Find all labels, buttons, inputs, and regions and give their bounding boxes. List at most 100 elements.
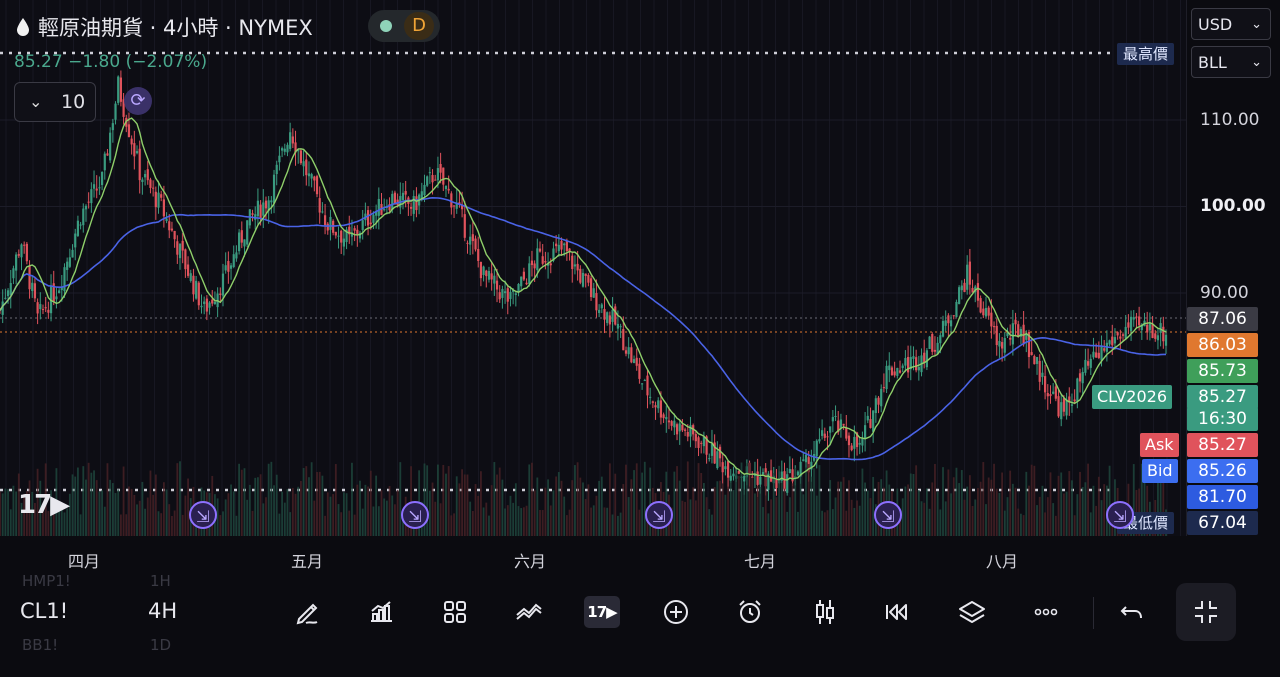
candle-body — [522, 271, 525, 280]
candle-body — [270, 200, 273, 203]
timeframe-picker[interactable]: 4H — [148, 599, 178, 623]
candle-body — [710, 443, 714, 456]
ghost-symbol: BB1! — [22, 636, 59, 654]
volume-bar — [259, 474, 262, 536]
event-marker-icon[interactable]: ⇲ — [1106, 501, 1134, 529]
price-chart[interactable] — [0, 0, 1186, 536]
tradingview-logo-icon[interactable]: 17▶ — [18, 490, 70, 520]
volume-bar — [117, 489, 120, 536]
event-marker-icon[interactable]: ⇲ — [401, 501, 429, 529]
candle-body — [466, 242, 469, 244]
event-marker-icon[interactable]: ⇲ — [645, 501, 673, 529]
candle-body — [28, 265, 31, 290]
volume-bar — [356, 484, 359, 536]
volume-bar — [171, 515, 173, 536]
plus-circle-icon[interactable] — [655, 591, 697, 633]
event-marker-icon[interactable]: ⇲ — [189, 501, 217, 529]
candle-body — [447, 188, 450, 191]
candle-body — [581, 272, 585, 287]
candle-body — [1057, 396, 1060, 417]
candle-body — [608, 315, 611, 325]
volume-bar — [770, 499, 772, 536]
candle-body — [1030, 352, 1033, 355]
volume-bar — [1011, 483, 1014, 536]
volume-bar — [270, 461, 273, 536]
candle-body — [1138, 316, 1141, 326]
candle-body — [990, 312, 993, 327]
market-status-pill[interactable]: D — [368, 10, 440, 42]
candle-body — [638, 363, 641, 379]
candle-body — [146, 169, 149, 181]
volume-bar — [724, 494, 727, 536]
collapse-icon[interactable] — [1176, 583, 1236, 641]
volume-bar — [165, 489, 168, 536]
tradingview-logo-icon[interactable]: 17▶ — [584, 596, 620, 628]
indicators-icon[interactable] — [360, 591, 402, 633]
candle-body — [853, 436, 856, 449]
volume-bar — [907, 484, 909, 536]
volume-bar — [641, 472, 644, 536]
undo-icon[interactable] — [1111, 591, 1153, 633]
grid-icon[interactable] — [434, 591, 476, 633]
volume-bar — [829, 480, 832, 536]
symbol-title[interactable]: 輕原油期貨 · 4小時 · NYMEX — [14, 12, 313, 42]
candle-body — [708, 458, 711, 460]
indicator-collapse[interactable]: ⌄ 10 — [14, 82, 96, 122]
compare-icon[interactable] — [508, 591, 550, 633]
candle-body — [455, 202, 458, 209]
volume-bar — [103, 506, 106, 536]
volume-bar — [861, 468, 864, 536]
volume-bar — [1030, 464, 1033, 536]
unit-select[interactable]: BLL ⌄ — [1191, 46, 1271, 78]
currency-select[interactable]: USD ⌄ — [1191, 8, 1271, 40]
symbol-picker[interactable]: CL1! — [20, 599, 69, 623]
volume-bar — [1157, 463, 1159, 536]
candle-body — [512, 289, 515, 292]
candle-body — [256, 200, 260, 217]
month-label: 五月 — [290, 552, 324, 571]
chart-area[interactable]: 輕原油期貨 · 4小時 · NYMEX D 85.27 −1.80 (−2.07… — [0, 0, 1186, 536]
volume-bar — [775, 497, 778, 536]
candle-body — [152, 187, 155, 189]
time-axis[interactable] — [0, 536, 1280, 580]
volume-bar — [1041, 485, 1044, 536]
volume-bar — [251, 510, 254, 536]
candle-body — [861, 437, 864, 446]
candle-body — [192, 275, 195, 295]
candle-body — [874, 398, 877, 414]
candle-body — [643, 380, 646, 382]
event-marker-icon[interactable]: ⇲ — [874, 501, 902, 529]
volume-bar — [28, 480, 31, 536]
candle-body — [555, 243, 558, 247]
candle-body — [135, 151, 139, 154]
volume-bar — [128, 486, 130, 536]
volume-bar — [243, 468, 246, 536]
lowest-price-tag: 67.04 — [1187, 511, 1258, 535]
slow-moving-average — [0, 196, 1166, 461]
layers-icon[interactable] — [951, 591, 993, 633]
volume-bar — [821, 510, 824, 536]
candle-body — [213, 301, 217, 304]
candle-body — [1049, 394, 1052, 397]
candle-body — [307, 173, 311, 177]
volume-bar — [960, 470, 963, 536]
volume-bar — [850, 499, 853, 536]
alarm-icon[interactable] — [729, 591, 771, 633]
candle-body — [1038, 360, 1041, 382]
volume-bar — [1087, 463, 1089, 536]
pencil-icon[interactable] — [287, 591, 329, 633]
volume-bar — [727, 486, 729, 536]
volume-bar — [735, 472, 738, 536]
volume-bar — [179, 461, 181, 536]
refresh-icon[interactable]: ⟳ — [124, 87, 152, 115]
volume-bar — [477, 495, 480, 536]
volume-bar — [783, 488, 786, 536]
volume-bar — [767, 513, 770, 536]
candlestick-icon[interactable] — [804, 591, 846, 633]
volume-bar — [1057, 475, 1060, 536]
volume-bar — [109, 479, 112, 536]
rewind-icon[interactable] — [876, 591, 918, 633]
more-icon[interactable] — [1025, 591, 1067, 633]
volume-bar — [1132, 464, 1135, 536]
candle-body — [657, 400, 660, 409]
